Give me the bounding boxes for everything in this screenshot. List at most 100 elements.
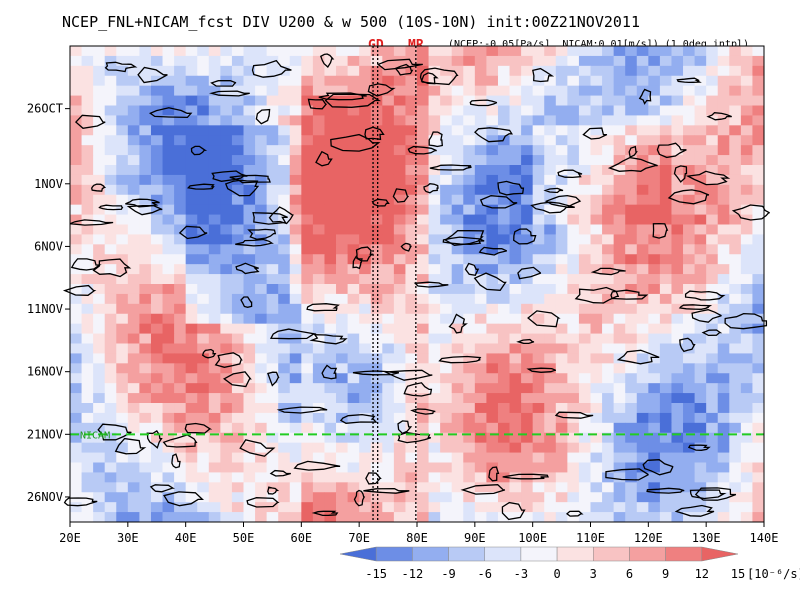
heatmap-cell	[370, 313, 383, 325]
heatmap-cell	[370, 284, 383, 295]
heatmap-cell	[405, 274, 418, 285]
heatmap-cell	[301, 363, 314, 374]
heatmap-cell	[197, 125, 210, 136]
omega-contour	[306, 303, 340, 312]
heatmap-cell	[312, 105, 325, 116]
heatmap-cell	[174, 373, 187, 384]
heatmap-cell	[243, 264, 256, 275]
heatmap-cell	[555, 333, 568, 344]
heatmap-cell	[544, 492, 557, 503]
heatmap-cell	[671, 125, 684, 136]
heatmap-cell	[324, 204, 337, 215]
heatmap-cell	[752, 184, 765, 196]
heatmap-cell	[197, 55, 210, 67]
heatmap-cell	[671, 284, 684, 295]
heatmap-cell	[336, 393, 348, 404]
heatmap-cell	[104, 353, 117, 364]
heatmap-cell	[555, 512, 568, 523]
heatmap-cell	[544, 174, 557, 186]
heatmap-cell	[312, 293, 325, 305]
omega-contour	[543, 187, 564, 194]
heatmap-cell	[636, 333, 649, 344]
heatmap-cell	[174, 323, 187, 334]
heatmap-cell	[139, 46, 152, 57]
heatmap-cell	[116, 194, 129, 206]
heatmap-cell	[521, 512, 534, 523]
heatmap-cell	[278, 482, 291, 493]
heatmap-cell	[127, 313, 140, 325]
heatmap-cell	[382, 373, 395, 384]
heatmap-cell	[417, 145, 429, 156]
heatmap-cell	[255, 452, 268, 463]
heatmap-cell	[729, 393, 742, 404]
heatmap-cell	[486, 492, 499, 503]
heatmap-cell	[729, 194, 742, 206]
heatmap-cell	[544, 333, 557, 344]
heatmap-cell	[289, 115, 302, 126]
heatmap-cell	[208, 412, 221, 424]
heatmap-cell	[683, 472, 695, 483]
heatmap-cell	[440, 284, 453, 295]
heatmap-cell	[220, 333, 233, 344]
heatmap-cell	[717, 115, 730, 126]
heatmap-cell	[93, 65, 106, 77]
heatmap-cell	[104, 512, 117, 523]
heatmap-cell	[208, 343, 221, 354]
heatmap-cell	[729, 65, 742, 77]
heatmap-cell	[347, 333, 360, 344]
heatmap-cell	[417, 244, 429, 255]
heatmap-cell	[740, 105, 753, 116]
heatmap-cell	[613, 65, 626, 77]
heatmap-cell	[336, 165, 348, 176]
heatmap-cell	[486, 165, 499, 176]
heatmap-cell	[150, 373, 163, 384]
colorbar-segment	[665, 546, 703, 562]
heatmap-cell	[255, 55, 268, 67]
x-tick-label: 50E	[233, 531, 255, 545]
omega-contour	[382, 369, 433, 381]
heatmap-cell	[255, 155, 268, 166]
heatmap-cell	[417, 403, 429, 414]
heatmap-cell	[289, 323, 302, 334]
heatmap-cell	[185, 412, 198, 424]
omega-contour	[104, 61, 138, 73]
heatmap-cell	[440, 432, 453, 444]
heatmap-cell	[347, 224, 360, 235]
heatmap-cell	[602, 234, 615, 245]
omega-contour	[687, 444, 711, 451]
heatmap-cell	[486, 373, 499, 384]
heatmap-cell	[185, 55, 198, 67]
heatmap-cell	[197, 95, 210, 106]
heatmap-cell	[590, 422, 603, 434]
omega-contour	[214, 352, 243, 368]
heatmap-cell	[312, 422, 325, 434]
heatmap-cell	[636, 422, 649, 434]
heatmap-cell	[220, 363, 233, 374]
heatmap-cell	[162, 244, 175, 255]
heatmap-cell	[336, 254, 348, 265]
heatmap-cell	[474, 274, 487, 285]
heatmap-cell	[613, 343, 626, 354]
heatmap-cell	[683, 254, 695, 265]
heatmap-cell	[255, 165, 268, 176]
heatmap-cell	[278, 403, 291, 414]
heatmap-cell	[255, 274, 268, 285]
heatmap-cell	[474, 224, 487, 235]
heatmap-cell	[81, 184, 94, 196]
heatmap-cell	[174, 313, 187, 325]
heatmap-cell	[301, 184, 314, 196]
heatmap-cell	[336, 482, 348, 493]
heatmap-cell	[590, 184, 603, 196]
heatmap-cell	[729, 244, 742, 255]
heatmap-cell	[463, 383, 476, 394]
heatmap-cell	[174, 293, 187, 305]
heatmap-cell	[405, 383, 418, 394]
heatmap-cell	[636, 462, 649, 473]
heatmap-cell	[428, 333, 441, 344]
heatmap-cell	[70, 502, 82, 513]
heatmap-cell	[93, 363, 106, 374]
heatmap-cell	[359, 403, 372, 414]
heatmap-cell	[717, 323, 730, 334]
heatmap-cell	[417, 502, 429, 513]
heatmap-cell	[729, 403, 742, 414]
